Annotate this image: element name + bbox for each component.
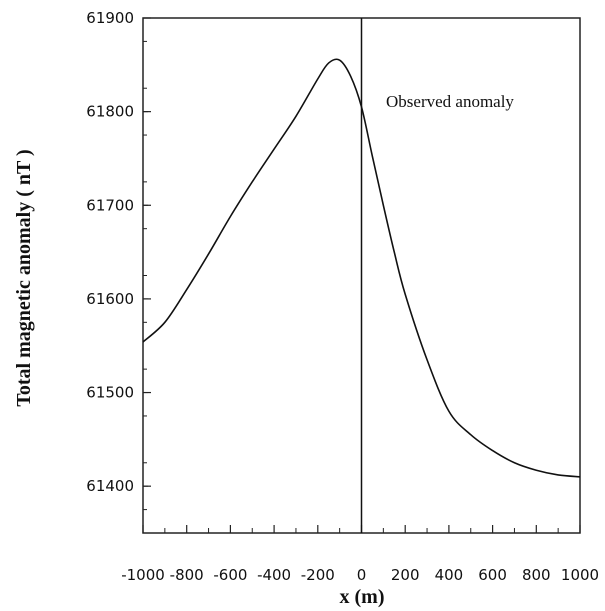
y-tick-label: 61700 (86, 196, 134, 214)
x-tick-label: -1000 (121, 566, 165, 584)
x-tick-label: -200 (301, 566, 335, 584)
x-tick-label: 200 (391, 566, 420, 584)
x-tick-label: -400 (257, 566, 291, 584)
x-axis-title: x (m) (340, 586, 385, 608)
y-tick-label: 61400 (86, 477, 134, 495)
y-tick-label: 61500 (86, 384, 134, 402)
x-tick-label: 1000 (561, 566, 599, 584)
y-tick-label: 61600 (86, 290, 134, 308)
x-tick-label: 600 (478, 566, 507, 584)
annotation-text: Observed anomaly (386, 92, 514, 111)
x-tick-label: 800 (522, 566, 551, 584)
x-axis-ticks: -1000 -800 -600 -400 -200 0 200 400 600 800 1000 (121, 525, 599, 584)
x-tick-label: 0 (357, 566, 367, 584)
y-axis-ticks: 61400 61500 61600 61700 61800 61900 (86, 9, 151, 511)
x-tick-label: -800 (170, 566, 204, 584)
x-tick-label: -600 (213, 566, 247, 584)
y-tick-label: 61800 (86, 103, 134, 121)
observed-anomaly-line (142, 58, 581, 478)
y-tick-label: 61900 (86, 9, 134, 27)
y-axis-title: Total magnetic anomaly ( nT ) (13, 149, 35, 406)
x-tick-label: 400 (435, 566, 464, 584)
